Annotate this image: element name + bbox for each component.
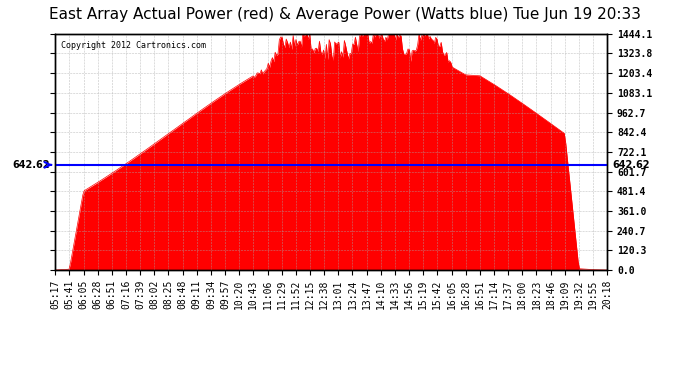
Text: 642.62: 642.62 bbox=[613, 160, 650, 170]
Text: 642.62: 642.62 bbox=[12, 160, 50, 170]
Text: Copyright 2012 Cartronics.com: Copyright 2012 Cartronics.com bbox=[61, 41, 206, 50]
Text: East Array Actual Power (red) & Average Power (Watts blue) Tue Jun 19 20:33: East Array Actual Power (red) & Average … bbox=[49, 8, 641, 22]
